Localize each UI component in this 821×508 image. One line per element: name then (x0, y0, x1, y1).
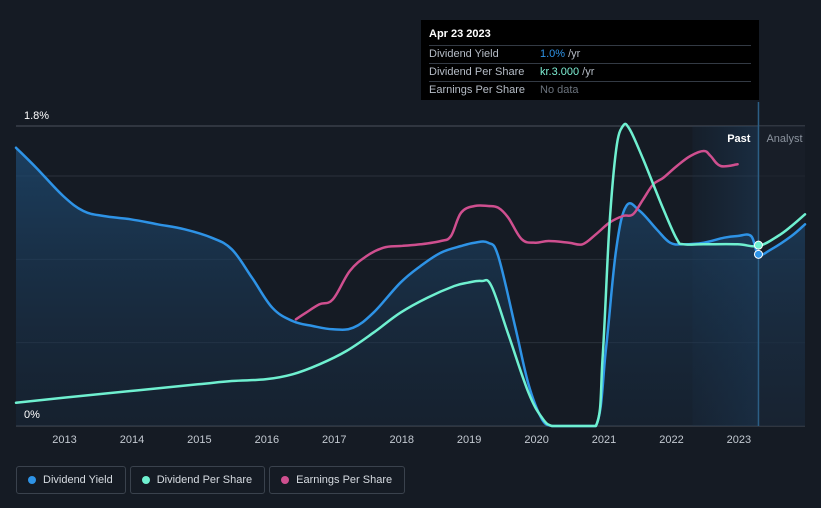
legend-dot-dividend-per-share (141, 476, 150, 484)
tooltip-value: kr.3.000 (540, 66, 580, 78)
tooltip-label: Dividend Yield (429, 48, 499, 60)
x-tick-label: 2021 (592, 434, 616, 446)
tooltip-label: Earnings Per Share (429, 84, 525, 96)
y-tick-label: 0% (24, 409, 40, 421)
x-tick-label: 2019 (457, 434, 481, 446)
legend-label: Dividend Yield (43, 474, 113, 486)
tooltip-label: Dividend Per Share (429, 66, 525, 78)
x-tick-label: 2015 (187, 434, 211, 446)
x-tick-label: 2020 (524, 434, 548, 446)
legend-label: Dividend Per Share (156, 474, 253, 486)
legend-item-earnings-per-share[interactable]: Earnings Per Share (269, 466, 406, 494)
tooltip-row-dividend-yield: Dividend Yield 1.0% /yr (429, 45, 751, 63)
tooltip-value: 1.0% (540, 48, 566, 60)
x-tick-label: 2014 (120, 434, 144, 446)
tooltip-row-earnings-per-share: Earnings Per Share No data (429, 81, 751, 99)
x-tick-label: 2013 (52, 434, 76, 446)
x-tick-label: 2016 (255, 434, 279, 446)
legend-item-dividend-yield[interactable]: Dividend Yield (16, 466, 126, 494)
y-tick-label: 1.8% (24, 110, 49, 122)
earnings-per-share-line (294, 149, 739, 321)
dividend-yield-marker (753, 249, 763, 259)
legend-dot-dividend-yield (28, 476, 36, 484)
legend: Dividend Yield Dividend Per Share Earnin… (16, 466, 406, 494)
analyst-label: Analyst (766, 133, 802, 145)
legend-item-dividend-per-share[interactable]: Dividend Per Share (129, 466, 266, 494)
tooltip-row-dividend-per-share: Dividend Per Share kr.3.000 /yr (429, 63, 751, 81)
x-tick-label: 2023 (727, 434, 751, 446)
x-tick-label: 2018 (389, 434, 413, 446)
x-tick-label: 2022 (659, 434, 683, 446)
dividend-per-share-marker (753, 240, 763, 250)
legend-label: Earnings Per Share (296, 474, 393, 486)
tooltip-date: Apr 23 2023 (429, 28, 491, 40)
x-tick-label: 2017 (322, 434, 346, 446)
tooltip: Apr 23 2023 Dividend Yield 1.0% /yr Divi… (421, 20, 759, 100)
tooltip-value: No data (540, 84, 579, 96)
dividend-yield-area (16, 147, 805, 426)
tooltip-unit: /yr (568, 48, 581, 60)
tooltip-unit: /yr (582, 66, 595, 78)
dividend-per-share-line (14, 122, 807, 428)
legend-dot-earnings-per-share (281, 476, 290, 484)
past-label: Past (727, 133, 751, 145)
